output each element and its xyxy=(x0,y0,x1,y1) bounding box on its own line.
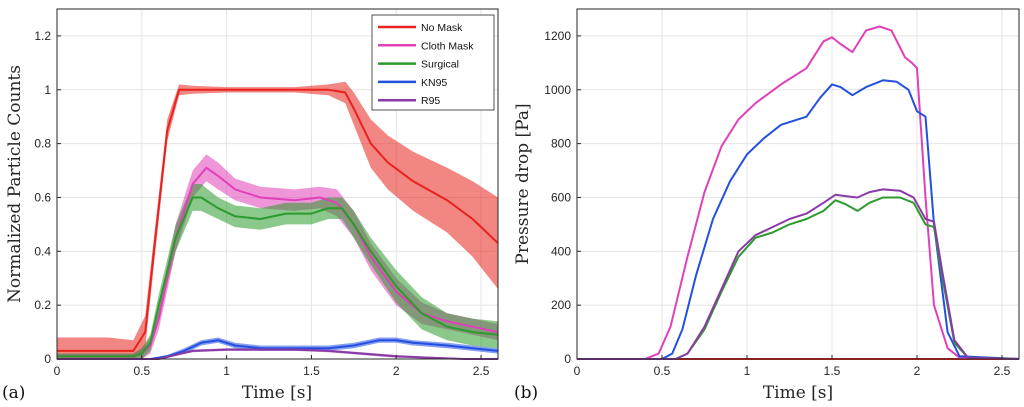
legend-label-surgical: Surgical xyxy=(421,59,459,71)
panel-a-lines xyxy=(57,88,499,360)
panel-a-band-cloth-mask xyxy=(57,154,498,359)
panel-b-y-tick-label: 200 xyxy=(551,298,571,312)
panel-b-line-cloth-mask xyxy=(577,25,1020,360)
panel-b-y-tick-label: 0 xyxy=(564,352,571,366)
panel-b-y-axis-label: Pressure drop [Pa] xyxy=(513,103,533,264)
panel-a-line-kn95 xyxy=(57,339,499,360)
panel-a-label: (a) xyxy=(2,383,25,403)
panel-b-line-r95 xyxy=(577,188,1020,360)
panel-b-x-axis-label: Time [s] xyxy=(763,383,833,403)
panel-b: 0 0.5 1 1.5 2 2.5 0 200 400 600 800 1000 1200 Time [… xyxy=(513,8,1020,403)
panel-b-y-tick-label: 1200 xyxy=(544,29,571,43)
panel-a-line-surgical xyxy=(57,196,499,358)
panel-b-x-tick-label: 0 xyxy=(574,364,581,378)
panel-a-x-tick-label: 0.5 xyxy=(133,364,150,378)
panel-b-x-tick-label: 0.5 xyxy=(654,364,671,378)
panel-b-label: (b) xyxy=(514,383,538,403)
legend-label-no-mask: No Mask xyxy=(421,22,463,34)
panel-a-x-tick-label: 2 xyxy=(393,364,400,378)
panel-a-y-axis-label: Normalized Particle Counts xyxy=(5,65,25,303)
panel-a-y-tick-label: 0.8 xyxy=(34,137,51,151)
legend-label-cloth-mask: Cloth Mask xyxy=(421,40,474,52)
panel-a-y-tick-label: 1.2 xyxy=(34,29,51,43)
panel-a-x-tick-label: 1.5 xyxy=(303,364,320,378)
panel-b-y-tick-label: 400 xyxy=(551,244,571,258)
panel-a-x-tick-label: 0 xyxy=(54,364,61,378)
panel-a-y-tick-label: 0.4 xyxy=(34,244,51,258)
panel-b-y-tick-label: 1000 xyxy=(544,83,571,97)
panel-b-ticks: 0 0.5 1 1.5 2 2.5 0 200 400 600 800 1000 1200 xyxy=(544,29,1010,378)
panel-b-y-tick-label: 600 xyxy=(551,190,571,204)
panel-b-line-kn95 xyxy=(577,79,1020,360)
panel-a-line-r95 xyxy=(57,348,498,360)
panel-a-legend: No Mask Cloth Mask Surgical KN95 R95 xyxy=(371,14,495,111)
panel-a-ticks: 0 0.5 1 1.5 2 2.5 0 0.2 0.4 0.6 0.8 1 1.2 xyxy=(34,29,489,378)
panel-a-y-tick-label: 1 xyxy=(44,83,51,97)
panel-b-x-tick-label: 2.5 xyxy=(994,364,1011,378)
panel-a-line-no-mask xyxy=(57,88,499,352)
panel-b-grid xyxy=(576,9,1019,360)
legend-label-r95: R95 xyxy=(421,95,440,107)
panel-a-line-cloth-mask xyxy=(57,166,499,358)
panel-a-band-no-mask xyxy=(57,81,498,359)
panel-b-lines xyxy=(577,25,1020,360)
panel-a-band-surgical xyxy=(57,184,498,359)
panel-b-x-tick-label: 1 xyxy=(744,364,751,378)
legend-label-kn95: KN95 xyxy=(421,77,447,89)
panel-a-frame xyxy=(56,8,499,360)
panel-a-x-tick-label: 2.5 xyxy=(473,364,490,378)
panel-a-y-tick-label: 0 xyxy=(44,352,51,366)
panel-b-y-tick-label: 800 xyxy=(551,137,571,151)
panel-b-x-tick-label: 2 xyxy=(914,364,921,378)
panel-b-x-tick-label: 1.5 xyxy=(824,364,841,378)
panel-a-x-tick-label: 1 xyxy=(223,364,230,378)
panel-a-x-axis-label: Time [s] xyxy=(242,383,312,403)
panel-a-y-tick-label: 0.2 xyxy=(34,298,51,312)
panel-b-frame xyxy=(576,8,1020,360)
panel-a-y-tick-label: 0.6 xyxy=(34,190,51,204)
panel-a: 0 0.5 1 1.5 2 2.5 0 0.2 0.4 0.6 0.8 1 1.2 Time [s] N… xyxy=(2,8,499,403)
